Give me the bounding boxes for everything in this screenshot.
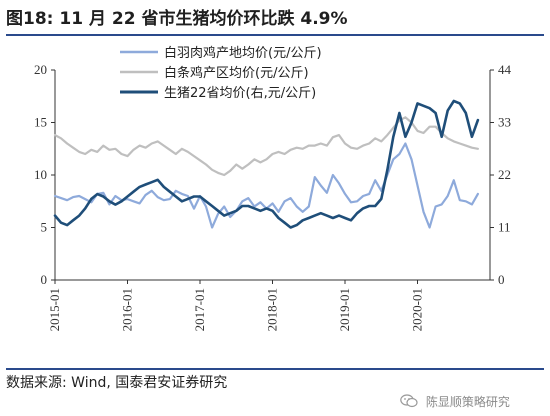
right-y-tick-label: 44	[498, 62, 512, 77]
x-tick-label: 2018-01	[265, 288, 280, 331]
legend-label-3: 生猪22省均价(右,元/公斤)	[164, 86, 316, 101]
left-y-tick-label: 10	[34, 167, 47, 182]
series-line-3	[53, 99, 480, 229]
series-layer	[53, 99, 480, 229]
legend-label-2: 白条鸡产区均价(元/公斤)	[164, 65, 309, 81]
watermark: 陈显顺策略研究	[400, 391, 510, 413]
right-y-tick-label: 0	[498, 272, 505, 287]
right-y-tick-label: 33	[498, 115, 511, 130]
figure-title: 图18: 11 月 22 省市生猪均价环比跌 4.9%	[6, 4, 544, 36]
right-y-tick-label: 11	[498, 220, 511, 235]
series-line-2	[53, 116, 479, 177]
data-source-footer: 数据来源: Wind, 国泰君安证券研究	[6, 368, 544, 394]
x-tick-label: 2015-01	[47, 288, 62, 331]
series-line-1	[53, 142, 479, 229]
axes-layer: 0 5 10 15 20 0 11 22 33 44 2015-01 2016-01 2017-01 20…	[34, 62, 512, 331]
x-tick-label: 2016-01	[120, 288, 135, 331]
legend-label-1: 白羽肉鸡产地均价(元/公斤)	[164, 45, 322, 61]
watermark-text: 陈显顺策略研究	[425, 395, 510, 409]
x-tick-label: 2017-01	[192, 288, 207, 331]
x-tick-label: 2020-01	[410, 288, 425, 331]
left-y-tick-label: 15	[34, 115, 47, 130]
wechat-icon	[400, 394, 418, 408]
left-y-tick-label: 20	[34, 62, 47, 77]
x-tick-label: 2019-01	[337, 288, 352, 331]
left-y-tick-label: 0	[41, 272, 48, 287]
right-y-tick-label: 22	[498, 167, 511, 182]
left-y-tick-label: 5	[41, 220, 48, 235]
chart-legend: 白羽肉鸡产地均价(元/公斤) 白条鸡产区均价(元/公斤) 生猪22省均价(右,元/公…	[120, 45, 322, 101]
